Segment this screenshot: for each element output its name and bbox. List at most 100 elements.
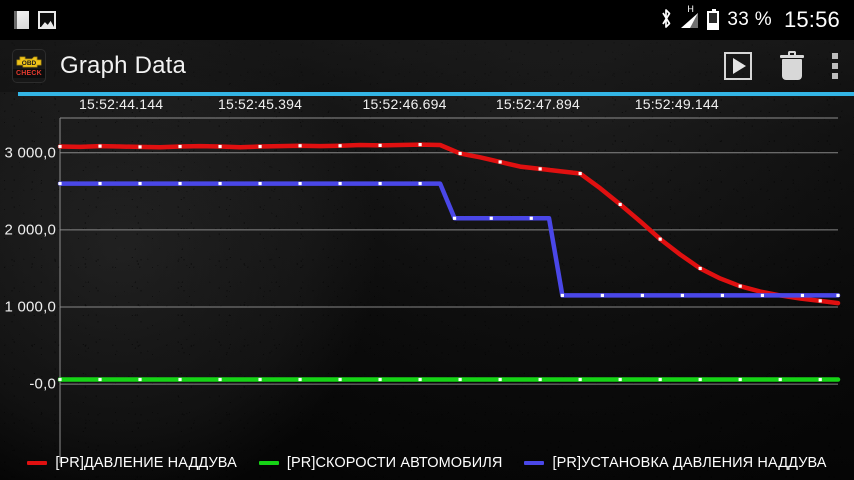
series-marker [98,377,102,382]
series-marker [418,181,422,186]
series-marker [58,377,62,382]
series-marker [680,293,684,298]
series-marker [452,216,457,220]
app-bar: OBD CHECK Graph Data [0,40,854,92]
status-bar-left-icons [0,11,56,29]
series-marker [338,144,342,148]
series-marker [98,181,102,186]
series-marker [618,202,622,206]
battery-percent-label: 33 % [727,9,772,30]
signal-inactive-part [690,13,699,28]
battery-icon [707,8,720,30]
clock-label: 15:56 [783,7,840,32]
svg-text:OBD: OBD [22,60,37,67]
legend-swatch-icon [27,461,48,465]
app-bar-actions [724,51,854,81]
overflow-menu-button[interactable] [832,53,838,79]
series-marker [738,377,742,382]
series-marker [800,293,805,298]
series-marker [258,377,262,382]
series-marker [489,216,493,220]
series-marker [738,284,742,288]
series-marker [836,293,840,298]
series-marker [138,145,142,149]
series-marker [560,293,564,298]
x-tick-label: 15:52:47.894 [495,96,580,112]
series-marker [258,181,262,186]
series-marker [529,216,533,220]
engine-glyph: OBD [16,56,42,68]
series-marker [458,151,462,156]
bluetooth-glyph [662,8,671,28]
series-marker [298,144,302,148]
x-tick-label: 15:52:44.144 [79,96,164,112]
legend-item-1[interactable]: [PR]СКОРОСТИ АВТОМОБИЛЯ [258,455,503,471]
y-tick-label: 1 000,0 [4,298,56,316]
series-marker [378,377,382,382]
series-marker [538,377,542,382]
dot-1 [832,53,838,59]
series-marker [378,143,382,147]
legend-label: [PR]СКОРОСТИ АВТОМОБИЛЯ [286,455,503,471]
series-marker [538,167,542,171]
delete-button[interactable] [780,51,804,81]
series-marker [578,171,582,176]
obd-check-app-icon: OBD CHECK [12,49,46,83]
engine-icon: OBD [15,54,43,69]
series-marker [98,144,102,148]
series-line-0 [57,142,841,306]
series-marker [698,377,702,382]
legend-label: [PR]ДАВЛЕНИЕ НАДДУВА [55,455,237,471]
legend-item-0[interactable]: [PR]ДАВЛЕНИЕ НАДДУВА [27,455,237,471]
legend-swatch-icon [524,461,545,465]
network-type-label: H [687,4,694,14]
bluetooth-icon [659,8,673,33]
status-bar: H 33 % 15:56 [0,0,854,40]
series-marker [218,144,222,149]
chart-plot-area [57,117,841,463]
series-marker [818,299,822,303]
series-marker [178,377,182,382]
app-icon-check-label: CHECK [13,69,45,78]
series-marker [818,377,822,382]
series-marker [298,181,302,186]
series-marker [720,293,725,298]
legend-item-2[interactable]: [PR]УСТАНОВКА ДАВЛЕНИЯ НАДДУВА [524,455,826,471]
series-marker [658,237,662,241]
series-marker [600,293,604,298]
series-marker [338,377,342,382]
series-marker [378,181,382,186]
dot-2 [832,63,838,69]
series-marker [578,377,582,382]
series-marker [458,377,462,382]
screenshot-icon [38,11,56,29]
series-marker [58,144,62,149]
series-marker [258,144,262,149]
app-bar-shade [0,40,854,92]
series-marker [760,293,765,298]
series-marker [218,377,222,382]
series-marker [418,377,422,382]
series-marker [178,181,182,186]
series-marker [178,144,182,149]
series-marker [138,377,142,382]
play-button[interactable] [724,52,752,80]
series-marker [778,377,782,382]
graph-chart[interactable]: 15:52:44.144 15:52:45.394 15:52:46.694 15:5… [0,96,854,480]
y-tick-label: -0,0 [29,375,56,393]
series-marker [698,266,702,271]
chart-legend: [PR]ДАВЛЕНИЕ НАДДУВА [PR]СКОРОСТИ АВТОМОБ… [0,450,854,476]
legend-swatch-icon [258,461,279,465]
accent-underline [18,92,854,96]
trash-lid [780,55,804,58]
series-marker [498,160,502,164]
series-marker [298,377,302,382]
status-bar-right-icons: H 33 % 15:56 [659,4,854,33]
dot-3 [832,73,838,79]
notification-icon [14,11,29,29]
series-marker [498,377,502,382]
legend-label: [PR]УСТАНОВКА ДАВЛЕНИЯ НАДДУВА [552,455,827,471]
series-marker [58,181,62,186]
series-marker [640,293,644,298]
